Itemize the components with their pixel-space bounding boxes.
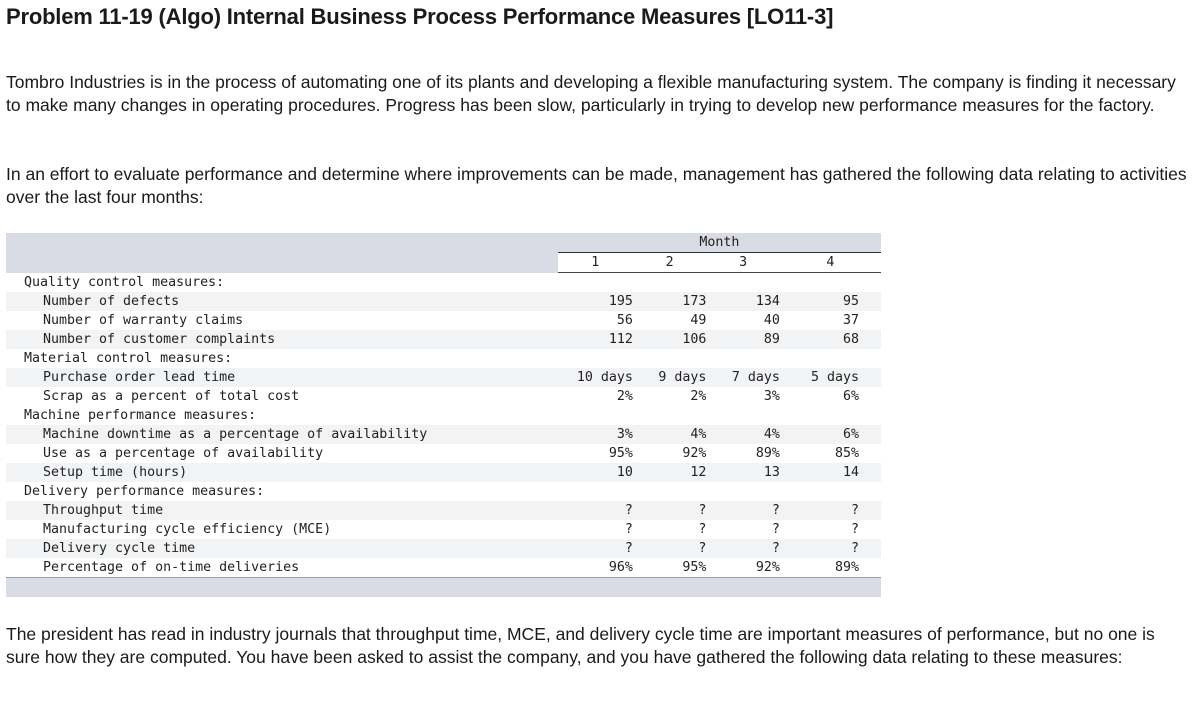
- row-value-month-2: 9 days: [632, 368, 707, 387]
- table-row: Number of customer complaints 112 106 89 68: [6, 330, 881, 349]
- row-label: Setup time (hours): [6, 463, 558, 482]
- row-label: Percentage of on-time deliveries: [43, 560, 300, 575]
- row-value-month-2: 92%: [682, 446, 707, 461]
- row-value-month-2: 106: [632, 330, 707, 349]
- row-value-month-1: ?: [624, 522, 633, 537]
- table-row: Percentage of on-time deliveries 96% 95% 92…: [6, 558, 881, 578]
- row-value-month-4: ?: [779, 501, 881, 520]
- table-row: Number of defects 195 173 134 95: [6, 292, 881, 311]
- table-header-row-month: Month: [6, 233, 881, 253]
- row-label: Throughput time: [6, 501, 558, 520]
- category-label: Quality control measures:: [24, 275, 225, 290]
- table-category-row: Delivery performance measures:: [6, 482, 881, 501]
- row-value-month-2: ?: [632, 539, 707, 558]
- row-value-month-4: 14: [779, 463, 881, 482]
- row-value-month-1: 195: [557, 292, 633, 311]
- intro-paragraph: Tombro Industries is in the process of a…: [6, 72, 1176, 115]
- row-value-month-4: 6%: [779, 425, 881, 444]
- row-label: Scrap as a percent of total cost: [43, 389, 300, 404]
- category-label: Delivery performance measures:: [24, 484, 265, 499]
- row-label: Number of warranty claims: [43, 313, 244, 328]
- row-value-month-4: 37: [842, 313, 859, 328]
- column-header-4: 4: [779, 252, 881, 273]
- row-value-month-4: 6%: [842, 389, 859, 404]
- table-row: Manufacturing cycle efficiency (MCE)????: [6, 520, 881, 539]
- row-value-month-1: 2%: [616, 389, 633, 404]
- row-label: Manufacturing cycle efficiency (MCE): [43, 522, 332, 537]
- row-label: Machine downtime as a percentage of avai…: [6, 425, 558, 444]
- row-value-month-3: 3%: [763, 389, 780, 404]
- closing-paragraph: The president has read in industry journ…: [6, 624, 1155, 667]
- table-footer-row: [6, 577, 881, 597]
- table-category-row: Quality control measures:: [6, 273, 881, 293]
- table-header-row-columns: 1 2 3 4: [6, 252, 881, 273]
- column-header-3: 3: [706, 252, 780, 273]
- row-value-month-1: ?: [557, 539, 633, 558]
- row-value-month-1: 96%: [608, 560, 633, 575]
- table-row: Delivery cycle time????: [6, 539, 881, 558]
- row-value-month-3: 92%: [755, 560, 780, 575]
- row-value-month-3: 7 days: [706, 368, 780, 387]
- row-value-month-1: 3%: [557, 425, 633, 444]
- row-label: Delivery cycle time: [6, 539, 558, 558]
- performance-data-table: Month 1 2 3 4 Quality control measures: N…: [6, 233, 881, 597]
- row-value-month-3: 89: [706, 330, 780, 349]
- row-value-month-4: 89%: [834, 560, 859, 575]
- row-value-month-3: ?: [706, 539, 780, 558]
- row-value-month-3: ?: [771, 522, 780, 537]
- row-value-month-4: ?: [779, 539, 881, 558]
- table-row: Machine downtime as a percentage of avai…: [6, 425, 881, 444]
- column-header-2: 2: [632, 252, 707, 273]
- row-value-month-4: 5 days: [779, 368, 881, 387]
- table-category-row: Material control measures:: [6, 349, 881, 368]
- row-value-month-2: 2%: [690, 389, 707, 404]
- row-value-month-3: 13: [706, 463, 780, 482]
- table-row: Throughput time????: [6, 501, 881, 520]
- row-value-month-3: 4%: [706, 425, 780, 444]
- table-row: Use as a percentage of availability 95% 92…: [6, 444, 881, 463]
- row-value-month-4: ?: [850, 522, 859, 537]
- row-label: Purchase order lead time: [6, 368, 558, 387]
- row-value-month-3: 40: [763, 313, 780, 328]
- row-value-month-1: 56: [616, 313, 633, 328]
- row-label: Use as a percentage of availability: [43, 446, 324, 461]
- row-value-month-2: 12: [632, 463, 707, 482]
- row-value-month-2: 4%: [632, 425, 707, 444]
- row-value-month-3: 134: [706, 292, 780, 311]
- table-row: Number of warranty claims 56 49 40 37: [6, 311, 881, 330]
- table-row: Setup time (hours) 10 12 13 14: [6, 463, 881, 482]
- row-value-month-1: 10: [557, 463, 633, 482]
- category-label: Material control measures:: [24, 351, 233, 366]
- row-value-month-4: 95: [779, 292, 881, 311]
- row-value-month-1: 10 days: [557, 368, 633, 387]
- row-value-month-3: 89%: [755, 446, 780, 461]
- row-label: Number of defects: [6, 292, 558, 311]
- problem-title: Problem 11-19 (Algo) Internal Business P…: [6, 4, 834, 29]
- row-value-month-2: ?: [632, 501, 707, 520]
- row-value-month-2: 95%: [682, 560, 707, 575]
- column-header-1: 1: [557, 252, 633, 273]
- category-label: Machine performance measures:: [24, 408, 257, 423]
- row-value-month-2: 49: [690, 313, 707, 328]
- row-value-month-1: ?: [557, 501, 633, 520]
- row-value-month-4: 68: [779, 330, 881, 349]
- row-value-month-4: 85%: [834, 446, 859, 461]
- row-value-month-2: ?: [698, 522, 707, 537]
- month-header: Month: [557, 233, 881, 253]
- row-value-month-2: 173: [632, 292, 707, 311]
- table-row: Purchase order lead time 10 days 9 days 7 d…: [6, 368, 881, 387]
- row-value-month-1: 112: [557, 330, 633, 349]
- row-value-month-1: 95%: [608, 446, 633, 461]
- row-value-month-3: ?: [706, 501, 780, 520]
- table-row: Scrap as a percent of total cost 2% 2% 3% 6%: [6, 387, 881, 406]
- row-label: Number of customer complaints: [6, 330, 558, 349]
- table-category-row: Machine performance measures:: [6, 406, 881, 425]
- data-intro-paragraph: In an effort to evaluate performance and…: [6, 164, 1187, 207]
